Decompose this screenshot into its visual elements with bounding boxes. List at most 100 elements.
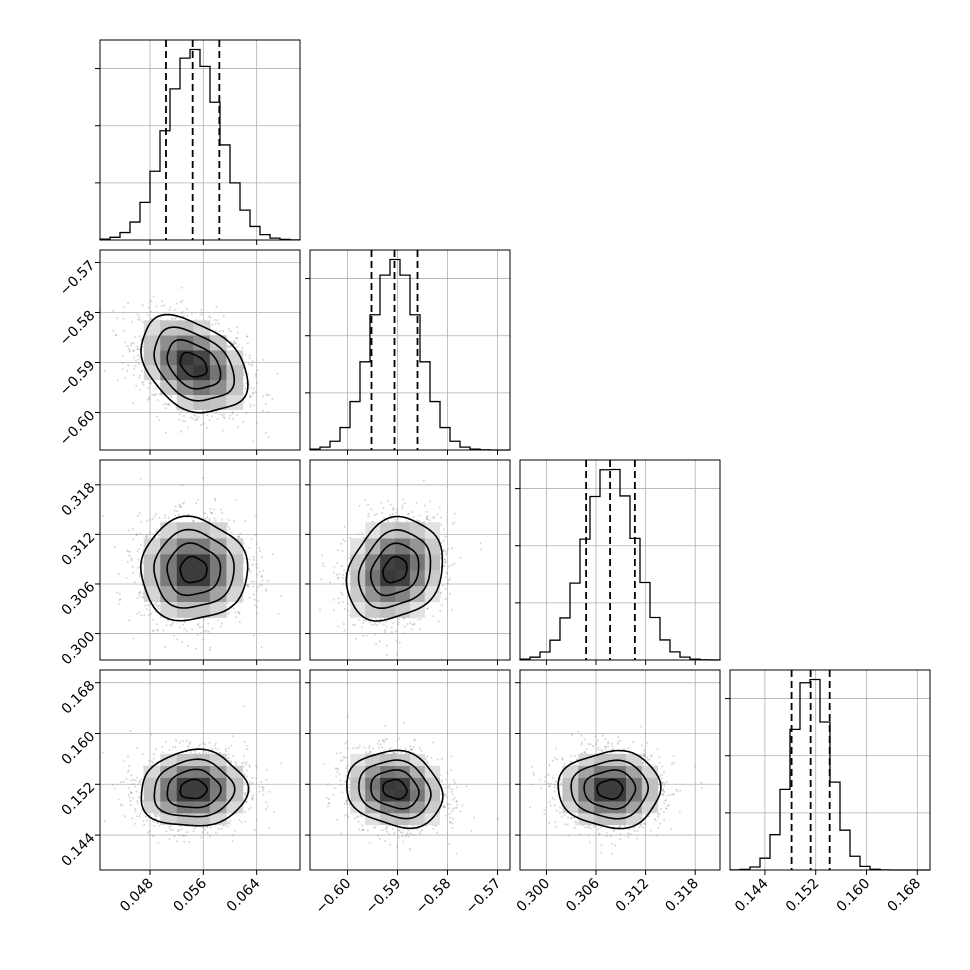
sample-point (391, 631, 394, 634)
sample-point (136, 313, 139, 316)
sample-point (403, 625, 406, 628)
sample-point (204, 512, 207, 515)
sample-point (406, 513, 409, 516)
sample-point (131, 402, 134, 405)
sample-point (190, 312, 193, 315)
density-cell (160, 350, 178, 366)
sample-point (226, 344, 229, 347)
sample-point (252, 440, 255, 443)
sample-point (401, 498, 404, 501)
density-layer (319, 479, 483, 656)
sample-point (231, 410, 234, 413)
sample-point (213, 517, 216, 520)
sample-point (252, 585, 255, 588)
sample-point (210, 512, 213, 515)
sample-point (348, 557, 351, 560)
sample-point (229, 330, 232, 333)
sample-point (201, 638, 204, 641)
sample-point (181, 299, 184, 302)
sample-point (255, 375, 258, 378)
sample-point (412, 516, 415, 519)
sample-point (383, 631, 386, 634)
sample-point (245, 335, 248, 338)
sample-point (378, 640, 381, 643)
density-contour (166, 542, 222, 597)
density-cell (160, 379, 178, 396)
histogram-step-line (309, 258, 511, 451)
sample-point (169, 306, 172, 309)
sample-point (128, 554, 131, 557)
sample-point (242, 420, 245, 423)
density-cell (176, 585, 194, 602)
sample-point (142, 549, 145, 552)
sample-point (402, 617, 405, 620)
sample-point (375, 624, 378, 627)
sample-point (141, 583, 144, 586)
sample-point (208, 648, 211, 651)
sample-point (127, 619, 130, 622)
sample-point (138, 315, 141, 318)
sample-point (450, 563, 453, 566)
sample-point (252, 558, 255, 561)
sample-point (236, 337, 239, 340)
sample-point (156, 629, 159, 632)
sample-point (227, 327, 230, 330)
sample-point (116, 591, 119, 594)
sample-point (116, 317, 119, 320)
sample-point (158, 607, 161, 610)
sample-point (196, 418, 199, 421)
sample-point (131, 571, 134, 574)
sample-point (246, 583, 249, 586)
sample-point (175, 302, 178, 305)
density-cell (209, 335, 227, 351)
y-tick-label: −0.57 (57, 258, 99, 300)
sample-point (223, 417, 226, 420)
sample-point (134, 336, 137, 339)
sample-point (209, 511, 212, 514)
y-tick-label: −0.59 (57, 358, 99, 400)
sample-point (250, 395, 253, 398)
sample-point (216, 418, 219, 421)
sample-point (222, 330, 225, 333)
sample-point (247, 585, 250, 588)
sample-point (238, 620, 241, 623)
sample-point (178, 503, 181, 506)
sample-point (178, 505, 181, 508)
sample-point (138, 362, 141, 365)
sample-point (342, 600, 345, 603)
sample-point (132, 637, 135, 640)
sample-point (182, 415, 185, 418)
sample-point (136, 354, 139, 357)
sample-point (230, 531, 233, 534)
sample-point (362, 619, 365, 622)
sample-point (183, 621, 186, 624)
sample-point (155, 415, 158, 418)
sample-point (453, 512, 456, 515)
sample-point (153, 603, 156, 606)
sample-point (397, 620, 400, 623)
sample-point (138, 591, 141, 594)
sample-point (442, 539, 445, 542)
sample-point (248, 357, 251, 360)
sample-point (442, 528, 445, 531)
sample-point (137, 358, 140, 361)
sample-point (227, 519, 230, 522)
sample-point (261, 579, 264, 582)
sample-point (444, 535, 447, 538)
sample-point (180, 430, 183, 433)
sample-point (426, 607, 429, 610)
sample-point (214, 499, 217, 502)
sample-point (102, 514, 105, 517)
sample-point (387, 499, 390, 502)
sample-point (209, 507, 212, 510)
density-cell (176, 379, 194, 396)
sample-point (380, 501, 383, 504)
sample-point (358, 504, 361, 507)
sample-point (405, 520, 408, 523)
density-cell (193, 554, 211, 571)
density-cell (209, 554, 227, 571)
density-cell (160, 335, 178, 351)
sample-point (133, 581, 136, 584)
sample-point (214, 519, 217, 522)
sample-point (123, 306, 126, 309)
